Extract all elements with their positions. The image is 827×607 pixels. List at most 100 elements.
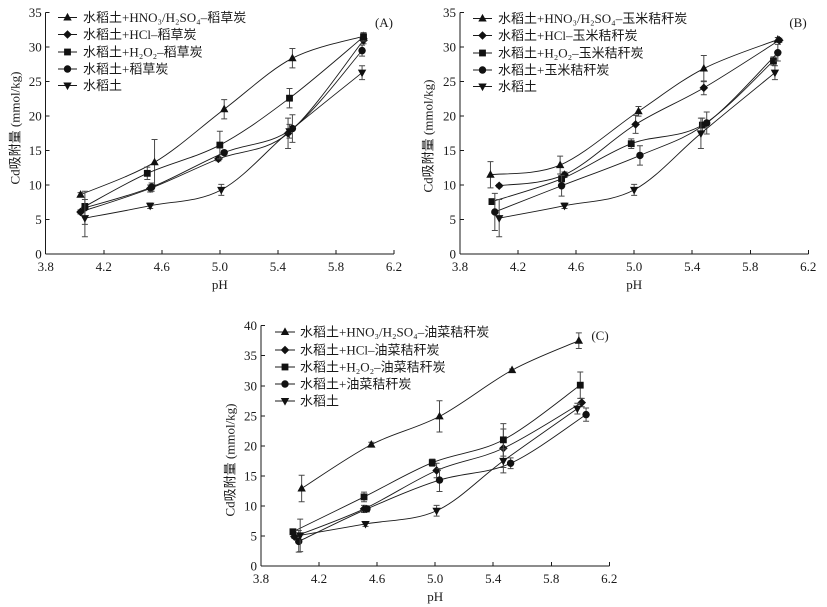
y-tick-label: 10 <box>443 178 456 193</box>
data-point-triangle-down <box>696 130 706 138</box>
x-tick-label: 4.6 <box>568 259 585 274</box>
y-tick-label: 35 <box>244 348 257 363</box>
y-tick-label: 20 <box>443 109 456 124</box>
y-tick-label: 0 <box>450 247 457 262</box>
data-point-triangle-down <box>629 186 639 195</box>
data-point-square <box>143 169 151 177</box>
data-point-diamond <box>283 129 293 138</box>
x-tick-label: 5.4 <box>684 259 701 274</box>
marker-circle-icon <box>478 66 487 74</box>
series-triangle-down <box>494 65 780 238</box>
data-point-triangle-up <box>150 157 159 166</box>
marker-triangle-down-icon <box>63 82 72 91</box>
y-tick-label: 15 <box>29 143 42 158</box>
x-tick-label: 3.8 <box>253 571 269 586</box>
data-point-triangle-up <box>574 336 584 344</box>
legend-item: 水稻土+HCl–油菜秸秆炭 <box>275 343 440 358</box>
chart-panel-c: 3.8 4.2 4.6 5.0 5.4 5.8 6.2 0 5 10 15 20 25 30 35 40 pH C… <box>223 318 618 604</box>
data-point-circle <box>582 410 590 419</box>
y-tick-label: 25 <box>443 74 456 89</box>
x-tick-label: 5.4 <box>485 571 502 586</box>
series-square <box>289 371 584 536</box>
series-circle <box>81 44 366 225</box>
data-point-triangle-up <box>634 106 643 115</box>
y-tick-label: 10 <box>29 178 42 193</box>
data-point-diamond <box>494 181 504 191</box>
data-point-square <box>360 493 368 501</box>
data-point-square <box>286 94 293 102</box>
data-point-square <box>770 57 777 65</box>
data-point-circle <box>358 46 366 55</box>
legend-item: 水稻土+油菜秸秆炭 <box>275 377 411 392</box>
y-tick-label: 30 <box>244 378 257 393</box>
legend-item: 水稻土+HNO₃/H₂SO₄–玉米秸秆炭 <box>473 11 687 26</box>
data-point-square <box>360 33 367 41</box>
legend-item: 水稻土+H₂O₂–稻草炭 <box>58 45 203 60</box>
data-point-triangle-up <box>486 170 495 178</box>
data-point-diamond <box>774 35 784 45</box>
x-axis-label: pH <box>212 277 228 292</box>
x-tick-label: 6.2 <box>386 259 402 274</box>
data-point-square <box>698 121 706 129</box>
legend-item: 水稻土+HCl–玉米秸秆炭 <box>473 28 638 43</box>
data-point-diamond <box>699 83 709 93</box>
data-point-triangle-up <box>555 160 565 169</box>
data-point-circle <box>557 182 566 190</box>
data-point-triangle-up <box>297 483 306 492</box>
data-point-circle <box>774 48 782 57</box>
data-point-triangle-down <box>361 520 370 529</box>
data-point-diamond <box>560 170 569 180</box>
y-tick-label: 35 <box>29 5 42 20</box>
data-point-square <box>576 381 584 389</box>
x-axis-label: pH <box>626 277 642 292</box>
x-tick-label: 5.0 <box>212 259 228 274</box>
x-tick-label: 3.8 <box>452 259 468 274</box>
legend-item: 水稻土 <box>58 78 122 93</box>
series-circle <box>491 43 782 232</box>
y-tick-label: 35 <box>443 5 456 20</box>
x-tick-label: 6.2 <box>601 571 617 586</box>
data-point-triangle-down <box>145 202 155 211</box>
y-tick-label: 30 <box>443 40 456 55</box>
data-point-triangle-down <box>494 215 504 223</box>
x-tick-label: 4.2 <box>311 571 327 586</box>
legend-label: 水稻土+HNO₃/H₂SO₄–油菜秸秆炭 <box>300 325 489 340</box>
marker-triangle-down-icon <box>280 398 290 406</box>
legend-item: 水稻土+HNO₃/H₂SO₄–稻草炭 <box>58 10 246 25</box>
data-point-triangle-up <box>288 53 297 62</box>
x-tick-label: 5.8 <box>543 571 559 586</box>
x-axis-label: pH <box>427 589 443 604</box>
marker-circle-icon <box>281 380 289 388</box>
legend-label: 水稻土+玉米秸秆炭 <box>498 63 609 78</box>
series-line <box>84 72 363 219</box>
x-tick-label: 5.0 <box>626 259 642 274</box>
legend-label: 水稻土+H₂O₂–玉米秸秆炭 <box>498 46 644 61</box>
legend-label: 水稻土+HNO₃/H₂SO₄–稻草炭 <box>83 10 246 25</box>
legend-item: 水稻土+稻草炭 <box>58 62 168 77</box>
data-point-circle <box>636 151 644 160</box>
data-point-triangle-down <box>295 532 305 540</box>
marker-triangle-up-icon <box>63 12 72 21</box>
series-line <box>80 35 364 196</box>
marker-square-icon <box>479 49 486 57</box>
legend-label: 水稻土+H₂O₂–稻草炭 <box>83 45 203 60</box>
data-point-triangle-down <box>560 202 569 211</box>
legend-label: 水稻土+H₂O₂–油菜秸秆炭 <box>300 360 446 375</box>
marker-square-icon <box>281 363 289 371</box>
data-point-circle <box>295 537 303 546</box>
data-point-diamond <box>577 398 587 407</box>
data-point-circle <box>506 459 515 467</box>
legend-item: 水稻土 <box>275 394 339 409</box>
x-tick-label: 5.0 <box>427 571 443 586</box>
y-axis-label: Cd吸附量 (mmol/kg) <box>223 403 238 516</box>
marker-circle-icon <box>63 65 72 73</box>
marker-diamond-icon <box>280 345 290 355</box>
marker-triangle-up-icon <box>280 327 290 335</box>
y-tick-label: 15 <box>443 143 456 158</box>
data-point-square <box>627 140 635 148</box>
data-point-diamond <box>631 120 640 129</box>
data-point-square <box>499 436 507 444</box>
x-tick-label: 5.8 <box>742 259 758 274</box>
y-tick-label: 20 <box>29 109 42 124</box>
